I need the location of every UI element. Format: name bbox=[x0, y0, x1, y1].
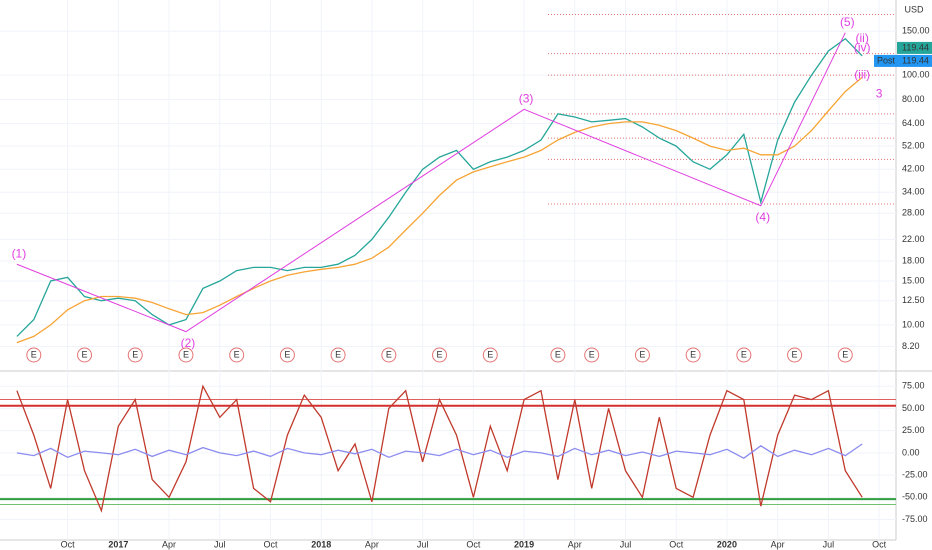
earnings-label: E bbox=[741, 349, 747, 359]
currency: USD bbox=[904, 4, 924, 14]
earnings-marker bbox=[279, 347, 295, 363]
y-tick-label: 10.00 bbox=[902, 319, 925, 329]
y-tick-label: 0.00 bbox=[902, 447, 920, 457]
x-tick-label: 2018 bbox=[311, 539, 331, 549]
y-tick-label: 150.00 bbox=[902, 26, 930, 36]
wave-annotation: (iii) bbox=[854, 67, 870, 81]
wave-label: (5) bbox=[840, 15, 855, 29]
x-tick-label: 2019 bbox=[514, 539, 534, 549]
earnings-marker bbox=[550, 347, 566, 363]
earnings-label: E bbox=[487, 349, 493, 359]
y-tick-label: 15.00 bbox=[902, 275, 925, 285]
y-tick-label: -75.00 bbox=[902, 514, 928, 524]
x-tick-label: Apr bbox=[162, 539, 176, 549]
y-tick-label: 22.00 bbox=[902, 234, 925, 244]
y-tick-label: 100.00 bbox=[902, 70, 930, 80]
earnings-label: E bbox=[555, 349, 561, 359]
y-tick-label: 18.00 bbox=[902, 256, 925, 266]
earnings-marker bbox=[634, 347, 650, 363]
y-tick-label: 34.00 bbox=[902, 187, 925, 197]
price-badge bbox=[897, 41, 932, 54]
post-label: Post bbox=[877, 55, 896, 65]
earnings-label: E bbox=[792, 349, 798, 359]
x-tick-label: Oct bbox=[263, 539, 278, 549]
earnings-label: E bbox=[335, 349, 341, 359]
earnings-marker bbox=[77, 347, 93, 363]
x-tick-label: Jul bbox=[417, 539, 429, 549]
earnings-marker bbox=[432, 347, 448, 363]
wave-annotation: (iv) bbox=[854, 41, 871, 55]
series-line bbox=[16, 76, 863, 344]
earnings-label: E bbox=[82, 349, 88, 359]
price-badge-label: 119.44 bbox=[902, 42, 929, 52]
wave-annotation: (ii) bbox=[856, 31, 869, 45]
y-tick-label: 25.00 bbox=[902, 425, 925, 435]
y-tick-label: 64.00 bbox=[902, 118, 925, 128]
y-tick-label: 8.20 bbox=[902, 341, 920, 351]
series-line bbox=[16, 384, 863, 513]
earnings-marker bbox=[178, 347, 194, 363]
earnings-label: E bbox=[183, 349, 189, 359]
post-price-label: 119.44 bbox=[902, 55, 929, 65]
x-tick-label: 2020 bbox=[717, 539, 737, 549]
earnings-marker bbox=[787, 347, 803, 363]
x-tick-label: Oct bbox=[466, 539, 481, 549]
x-tick-label: Jul bbox=[823, 539, 835, 549]
y-tick-label: -25.00 bbox=[902, 469, 928, 479]
x-tick-label: Jul bbox=[214, 539, 226, 549]
earnings-marker bbox=[127, 347, 143, 363]
earnings-label: E bbox=[437, 349, 443, 359]
y-tick-label: -50.00 bbox=[902, 492, 928, 502]
y-tick-label: 28.00 bbox=[902, 208, 925, 218]
y-tick-label: 52.00 bbox=[902, 140, 925, 150]
earnings-marker bbox=[736, 347, 752, 363]
earnings-label: E bbox=[386, 349, 392, 359]
x-tick-label: Apr bbox=[568, 539, 582, 549]
wave-label: (3) bbox=[519, 91, 534, 105]
y-tick-label: 12.50 bbox=[902, 295, 925, 305]
earnings-label: E bbox=[132, 349, 138, 359]
x-tick-label: Oct bbox=[61, 539, 76, 549]
earnings-label: E bbox=[234, 349, 240, 359]
y-tick-label: 42.00 bbox=[902, 164, 925, 174]
post-badge bbox=[874, 54, 932, 67]
wave-annotation: 3 bbox=[876, 86, 883, 100]
earnings-label: E bbox=[284, 349, 290, 359]
series-line bbox=[16, 443, 863, 459]
y-tick-label: 75.00 bbox=[902, 381, 925, 391]
x-tick-label: Oct bbox=[872, 539, 887, 549]
series-line bbox=[16, 37, 863, 337]
earnings-label: E bbox=[842, 349, 848, 359]
earnings-marker bbox=[584, 347, 600, 363]
earnings-marker bbox=[381, 347, 397, 363]
earnings-marker bbox=[482, 347, 498, 363]
earnings-label: E bbox=[31, 349, 37, 359]
earnings-marker bbox=[26, 347, 42, 363]
x-tick-label: Jul bbox=[620, 539, 632, 549]
x-tick-label: Oct bbox=[669, 539, 684, 549]
wave-line bbox=[16, 32, 846, 333]
earnings-label: E bbox=[589, 349, 595, 359]
wave-label: (4) bbox=[755, 210, 770, 224]
x-tick-label: Apr bbox=[365, 539, 379, 549]
earnings-marker bbox=[685, 347, 701, 363]
x-tick-label: Apr bbox=[771, 539, 785, 549]
wave-label: (2) bbox=[181, 336, 196, 350]
earnings-label: E bbox=[639, 349, 645, 359]
y-tick-label: 50.00 bbox=[902, 403, 925, 413]
y-tick-label: 80.00 bbox=[902, 94, 925, 104]
earnings-label: E bbox=[690, 349, 696, 359]
earnings-marker bbox=[837, 347, 853, 363]
earnings-marker bbox=[330, 347, 346, 363]
earnings-marker bbox=[229, 347, 245, 363]
x-tick-label: 2017 bbox=[108, 539, 128, 549]
wave-label: (1) bbox=[12, 246, 27, 260]
